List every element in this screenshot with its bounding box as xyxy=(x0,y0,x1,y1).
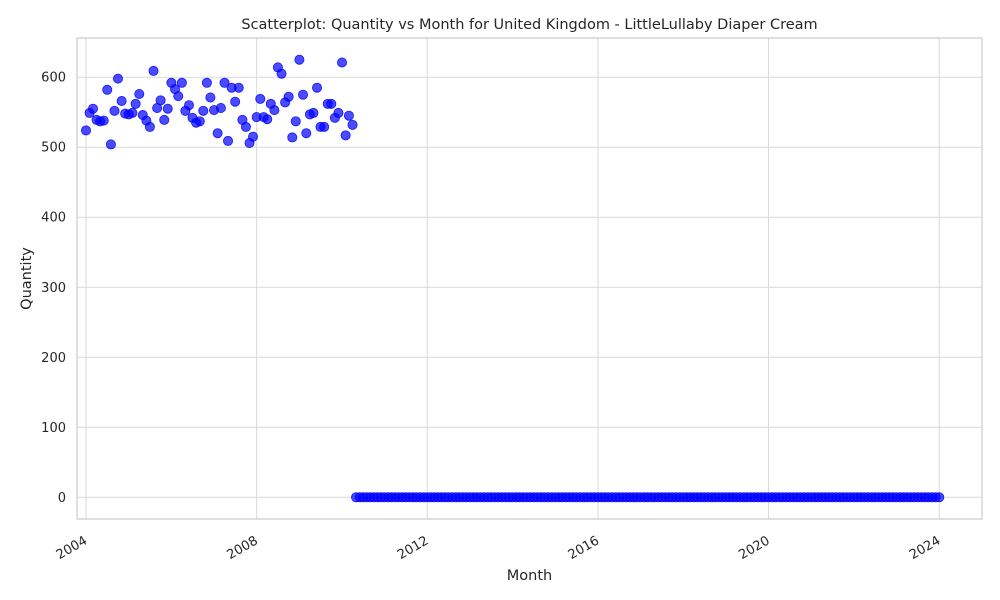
y-tick-label: 400 xyxy=(41,211,66,226)
data-point xyxy=(112,73,123,84)
data-point xyxy=(212,128,223,139)
data-point xyxy=(223,135,234,146)
data-point xyxy=(80,125,91,136)
data-point xyxy=(287,132,298,143)
data-point xyxy=(290,116,301,127)
data-point xyxy=(276,68,287,79)
data-point xyxy=(134,89,145,100)
data-point xyxy=(340,130,351,141)
data-point xyxy=(333,107,344,118)
y-tick-label: 300 xyxy=(41,281,66,296)
data-point xyxy=(934,492,945,503)
data-point xyxy=(233,82,244,93)
x-tick-labels: 2004 2008 2012 2016 2020 2024 xyxy=(54,533,943,563)
chart-title: Scatterplot: Quantity vs Month for Unite… xyxy=(241,17,817,33)
data-point xyxy=(269,105,280,116)
y-tick-labels: 0 100 200 300 400 500 600 xyxy=(41,71,66,506)
data-point xyxy=(173,91,184,102)
x-axis-label: Month xyxy=(507,568,552,584)
x-tick-label: 2012 xyxy=(395,533,431,563)
data-point xyxy=(109,105,120,116)
data-point xyxy=(116,96,127,107)
y-tick-label: 100 xyxy=(41,421,66,436)
data-point xyxy=(155,95,166,106)
data-point xyxy=(98,115,109,126)
data-point xyxy=(198,105,209,116)
data-point xyxy=(230,96,241,107)
x-tick-label: 2024 xyxy=(907,533,943,563)
data-point xyxy=(301,128,312,139)
data-point xyxy=(201,77,212,88)
data-point xyxy=(308,107,319,118)
data-point xyxy=(294,54,305,65)
data-point xyxy=(262,114,273,125)
data-point xyxy=(343,110,354,121)
data-point xyxy=(248,131,259,142)
data-point xyxy=(159,114,170,125)
y-tick-label: 0 xyxy=(58,491,66,506)
data-point xyxy=(312,82,323,93)
data-point xyxy=(240,121,251,132)
x-tick-label: 2020 xyxy=(736,533,772,563)
y-tick-label: 200 xyxy=(41,351,66,366)
data-point xyxy=(255,93,266,104)
data-point xyxy=(219,77,230,88)
y-tick-label: 600 xyxy=(41,71,66,86)
data-point xyxy=(205,92,216,103)
data-point xyxy=(326,98,337,109)
data-point xyxy=(347,119,358,130)
plot-area xyxy=(76,37,983,520)
data-point xyxy=(176,77,187,88)
data-point xyxy=(283,91,294,102)
data-point xyxy=(162,103,173,114)
data-point xyxy=(130,98,141,109)
data-point xyxy=(319,121,330,132)
data-point xyxy=(337,57,348,68)
data-point xyxy=(144,121,155,132)
data-point xyxy=(184,100,195,111)
x-tick-label: 2008 xyxy=(224,533,260,563)
y-axis-label: Quantity xyxy=(19,247,35,310)
data-point xyxy=(105,139,116,150)
data-point xyxy=(127,107,138,118)
data-point xyxy=(215,103,226,114)
data-point xyxy=(298,89,309,100)
data-point xyxy=(194,116,205,127)
y-tick-label: 500 xyxy=(41,141,66,156)
grid-lines xyxy=(77,38,982,519)
data-point xyxy=(148,65,159,76)
x-tick-label: 2004 xyxy=(54,533,90,563)
data-point xyxy=(102,84,113,95)
data-point xyxy=(88,103,99,114)
x-tick-label: 2016 xyxy=(566,533,602,563)
data-points xyxy=(80,54,945,503)
